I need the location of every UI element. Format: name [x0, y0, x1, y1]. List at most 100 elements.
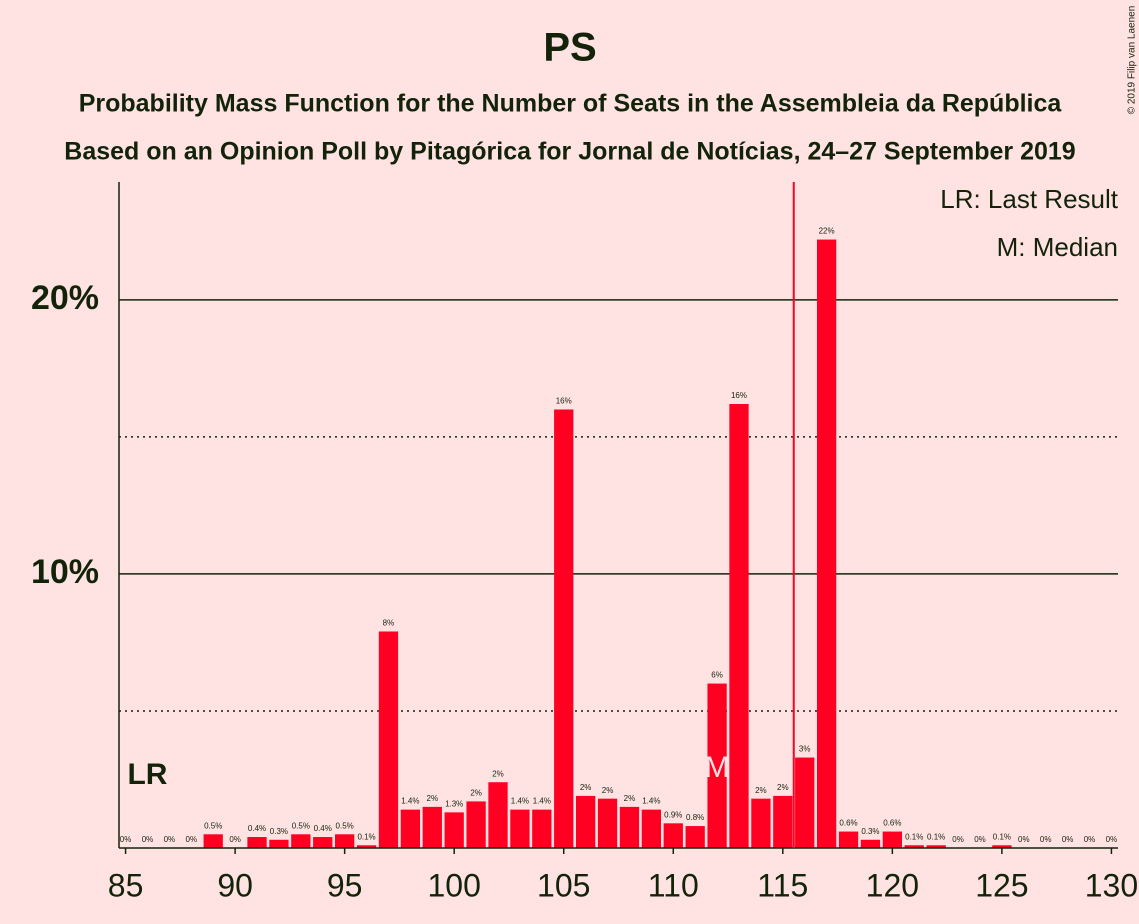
median-label: M — [705, 751, 730, 784]
value-label: 0% — [1106, 835, 1118, 844]
value-label: 0% — [1084, 835, 1096, 844]
value-label: 2% — [755, 786, 767, 795]
value-label: 2% — [427, 794, 439, 803]
bar — [992, 845, 1012, 848]
value-label: 6% — [711, 671, 723, 680]
y-tick-label: 10% — [31, 553, 99, 591]
x-tick-label: 105 — [537, 867, 590, 903]
bar — [444, 812, 464, 848]
value-label: 2% — [777, 783, 789, 792]
value-label: 0.5% — [292, 821, 310, 830]
value-label: 1.3% — [445, 799, 463, 808]
bar — [926, 845, 946, 848]
bar — [816, 239, 837, 849]
value-label: 16% — [556, 397, 572, 406]
bar — [554, 409, 574, 848]
value-label: 0% — [974, 835, 986, 844]
value-label: 0.5% — [336, 821, 354, 830]
value-label: 8% — [383, 619, 395, 628]
bar — [685, 826, 705, 848]
value-label: 0% — [1018, 835, 1030, 844]
value-label: 2% — [580, 783, 592, 792]
bar — [904, 845, 924, 848]
value-label: 2% — [602, 786, 614, 795]
value-label: 0.9% — [664, 810, 682, 819]
bar — [488, 782, 508, 848]
bar — [773, 795, 793, 848]
value-label: 1.4% — [533, 797, 551, 806]
x-tick-label: 120 — [866, 867, 919, 903]
bar — [729, 404, 749, 848]
value-label: 0.1% — [357, 832, 375, 841]
value-label: 0% — [142, 835, 154, 844]
bar — [203, 834, 223, 848]
value-label: 0% — [164, 835, 176, 844]
value-label: 0.4% — [248, 824, 266, 833]
bar — [838, 831, 859, 848]
x-tick-label: 115 — [757, 867, 808, 903]
legend-entry: LR: Last Result — [940, 184, 1119, 214]
bar — [663, 823, 683, 848]
bar — [510, 809, 530, 848]
bar — [378, 631, 399, 848]
bar — [247, 837, 267, 848]
x-tick-label: 100 — [427, 867, 480, 903]
value-label: 0.1% — [927, 832, 945, 841]
value-label: 1.4% — [511, 797, 529, 806]
value-label: 2% — [470, 789, 482, 798]
bar — [860, 839, 881, 848]
value-label: 3% — [799, 745, 811, 754]
value-label: 0% — [1062, 835, 1074, 844]
value-label: 2% — [624, 794, 636, 803]
bar — [597, 798, 618, 848]
value-label: 16% — [731, 391, 747, 400]
last-result-label: LR — [127, 758, 167, 791]
x-tick-label: 95 — [327, 867, 363, 903]
value-label: 0% — [952, 835, 964, 844]
bar — [882, 831, 902, 848]
x-tick-label: 110 — [648, 867, 699, 903]
bar — [532, 809, 552, 848]
x-tick-label: 90 — [217, 867, 253, 903]
value-label: 0.8% — [686, 813, 704, 822]
value-label: 1.4% — [642, 797, 660, 806]
bar — [641, 809, 662, 848]
subtitle: Probability Mass Function for the Number… — [79, 90, 1063, 118]
bar — [575, 795, 596, 848]
value-label: 0.6% — [883, 819, 901, 828]
copyright: © 2019 Filip van Laenen — [1127, 6, 1138, 115]
value-label: 0.1% — [905, 832, 923, 841]
bar — [356, 845, 377, 848]
value-label: 0% — [120, 835, 132, 844]
bar — [313, 837, 333, 848]
bar — [466, 801, 486, 848]
value-label: 0.3% — [861, 827, 879, 836]
value-label: 0% — [1040, 835, 1052, 844]
x-tick-label: 125 — [975, 867, 1028, 903]
bar — [400, 809, 421, 848]
value-label: 0.3% — [270, 827, 288, 836]
value-label: 0.4% — [314, 824, 332, 833]
value-label: 0.1% — [993, 832, 1011, 841]
value-label: 0.6% — [839, 819, 857, 828]
x-tick-label: 85 — [108, 867, 144, 903]
bar — [335, 834, 355, 848]
value-label: 1.4% — [401, 797, 419, 806]
bar — [795, 757, 815, 848]
bar — [751, 798, 771, 848]
chart-title: PS — [543, 26, 596, 70]
value-label: 22% — [819, 227, 835, 236]
y-tick-label: 20% — [31, 279, 99, 317]
subtitle: Based on an Opinion Poll by Pitagórica f… — [64, 138, 1075, 166]
value-label: 0.5% — [204, 821, 222, 830]
bar — [707, 683, 727, 848]
value-label: 0% — [186, 835, 198, 844]
bar — [269, 839, 289, 848]
x-tick-label: 130 — [1085, 867, 1138, 903]
value-label: 0% — [229, 835, 241, 844]
bar — [291, 834, 311, 848]
value-label: 2% — [492, 769, 504, 778]
legend-entry: M: Median — [997, 232, 1118, 262]
bar — [422, 806, 442, 848]
